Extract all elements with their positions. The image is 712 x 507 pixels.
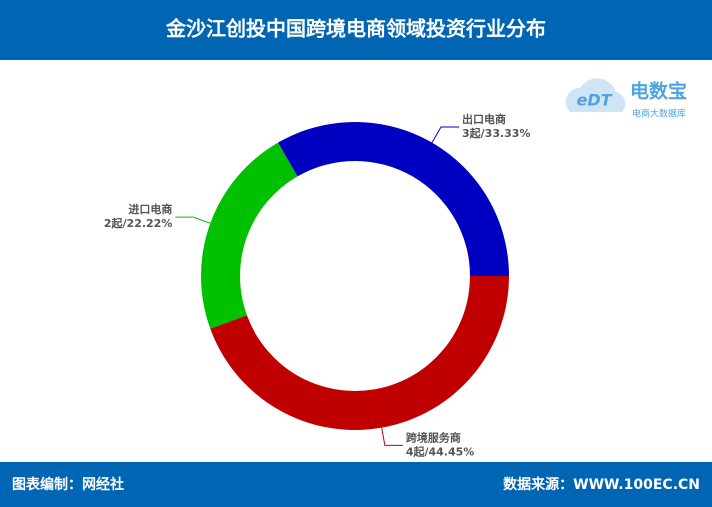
value-label: 2起/22.22% xyxy=(104,216,173,230)
logo: eDT 电数宝 电商大数据库 xyxy=(565,78,687,120)
value-label: 3起/33.33% xyxy=(462,126,531,140)
footer-right: 数据来源：WWW.100EC.CN xyxy=(503,476,700,493)
logo-name: 电数宝 xyxy=(630,80,687,103)
leader-line xyxy=(175,216,211,224)
slice-label: 跨境服务商 xyxy=(406,430,461,444)
slice xyxy=(210,276,509,430)
slice xyxy=(201,142,298,329)
logo-cloud xyxy=(565,78,626,112)
leader-line xyxy=(381,427,403,446)
footer-left: 图表编制：网经社 xyxy=(12,476,124,493)
logo-mark: eDT xyxy=(576,91,612,110)
logo-tagline: 电商大数据库 xyxy=(632,108,686,120)
slice xyxy=(278,121,509,277)
value-label: 4起/44.45% xyxy=(406,444,475,458)
slice-label: 进口电商 xyxy=(128,202,172,216)
leader-line xyxy=(431,126,460,143)
chart-title: 金沙江创投中国跨境电商领域投资行业分布 xyxy=(165,17,546,41)
footer-bar xyxy=(0,462,712,507)
header-bar xyxy=(0,0,712,60)
slice-label: 出口电商 xyxy=(462,112,506,126)
